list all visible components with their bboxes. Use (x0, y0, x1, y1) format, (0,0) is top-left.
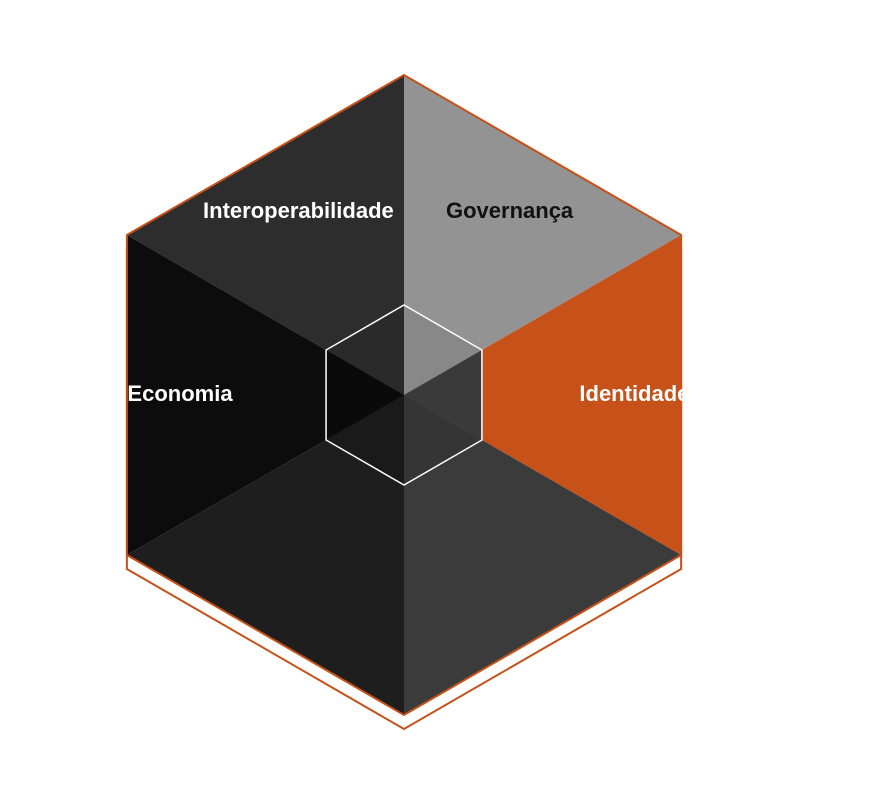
segment-label-governanca: Governança (446, 198, 574, 223)
hexagon-diagram: Interoperabilidade Governança Identidade Ec… (0, 0, 895, 787)
segment-label-economia: Economia (127, 381, 233, 406)
segment-label-identidade: Identidade (579, 381, 689, 406)
segment-label-interoperabilidade: Interoperabilidade (203, 198, 394, 223)
